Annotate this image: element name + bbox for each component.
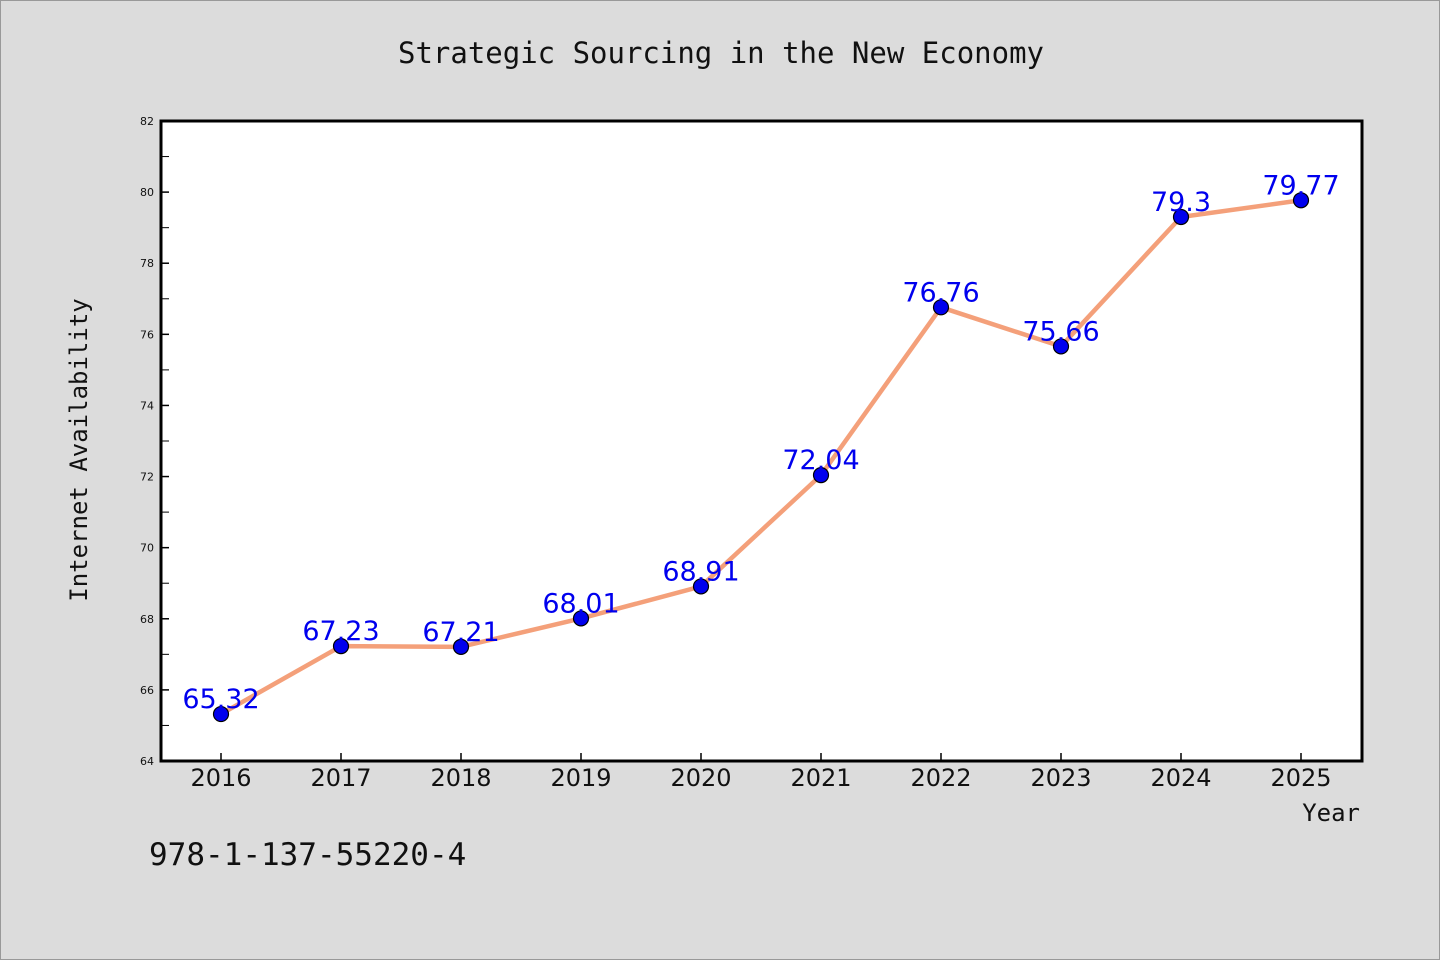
x-tick-label: 2023 [1030,764,1091,792]
data-label: 65.32 [182,684,259,715]
x-tick-label: 2020 [670,764,731,792]
y-tick-label: 80 [140,186,154,199]
data-label: 67.23 [302,616,379,647]
y-tick-label: 70 [140,542,154,555]
x-tick-label: 2024 [1150,764,1211,792]
y-tick-label: 78 [140,257,154,270]
data-point [812,467,830,484]
data-point [332,638,350,655]
x-axis-label: Year [1302,799,1360,827]
data-point [1172,208,1190,226]
data-point [212,705,230,723]
y-tick-label: 76 [140,328,154,341]
data-point [692,578,710,595]
data-label: 79.3 [1151,187,1211,218]
data-point [452,638,470,655]
y-axis: 64 66 68 70 72 74 76 78 80 82 [140,115,169,768]
series-markers [212,192,1310,723]
series-line [218,198,1304,717]
y-tick-label: 66 [140,684,154,697]
data-label: 75.66 [1022,316,1099,347]
data-point [1052,338,1070,355]
data-label: 68.91 [662,556,739,587]
y-tick-label: 68 [140,613,154,626]
data-label: 72.04 [782,445,859,476]
x-tick-label: 2022 [910,764,971,792]
data-point [1292,192,1310,209]
data-label: 67.21 [422,617,499,648]
plot-area [159,119,1364,763]
y-axis-label: Internet Availability [65,298,93,601]
x-tick-label: 2021 [790,764,851,792]
y-tick-label: 64 [140,755,154,768]
x-tick-label: 2017 [310,764,371,792]
data-point [932,299,950,316]
y-tick-label: 82 [140,115,154,128]
data-label: 68.01 [542,588,619,619]
y-tick-label: 74 [140,399,154,412]
x-tick-label: 2019 [550,764,611,792]
data-point [572,610,590,627]
y-tick-label: 72 [140,471,154,484]
x-axis: 2016 2017 2018 2019 2020 2021 2022 2023 2024 2025 [190,753,1332,792]
footer-code: 978-1-137-55220-4 [149,837,466,873]
data-labels: 65.32 67.23 67.21 68.01 68.91 72.04 76.76 75.66… [182,170,1339,715]
data-label: 79.77 [1262,170,1339,201]
x-tick-label: 2018 [430,764,491,792]
data-label: 76.76 [902,277,979,308]
x-tick-label: 2016 [190,764,251,792]
chart-title: Strategic Sourcing in the New Economy [398,36,1044,70]
x-tick-label: 2025 [1270,764,1331,792]
